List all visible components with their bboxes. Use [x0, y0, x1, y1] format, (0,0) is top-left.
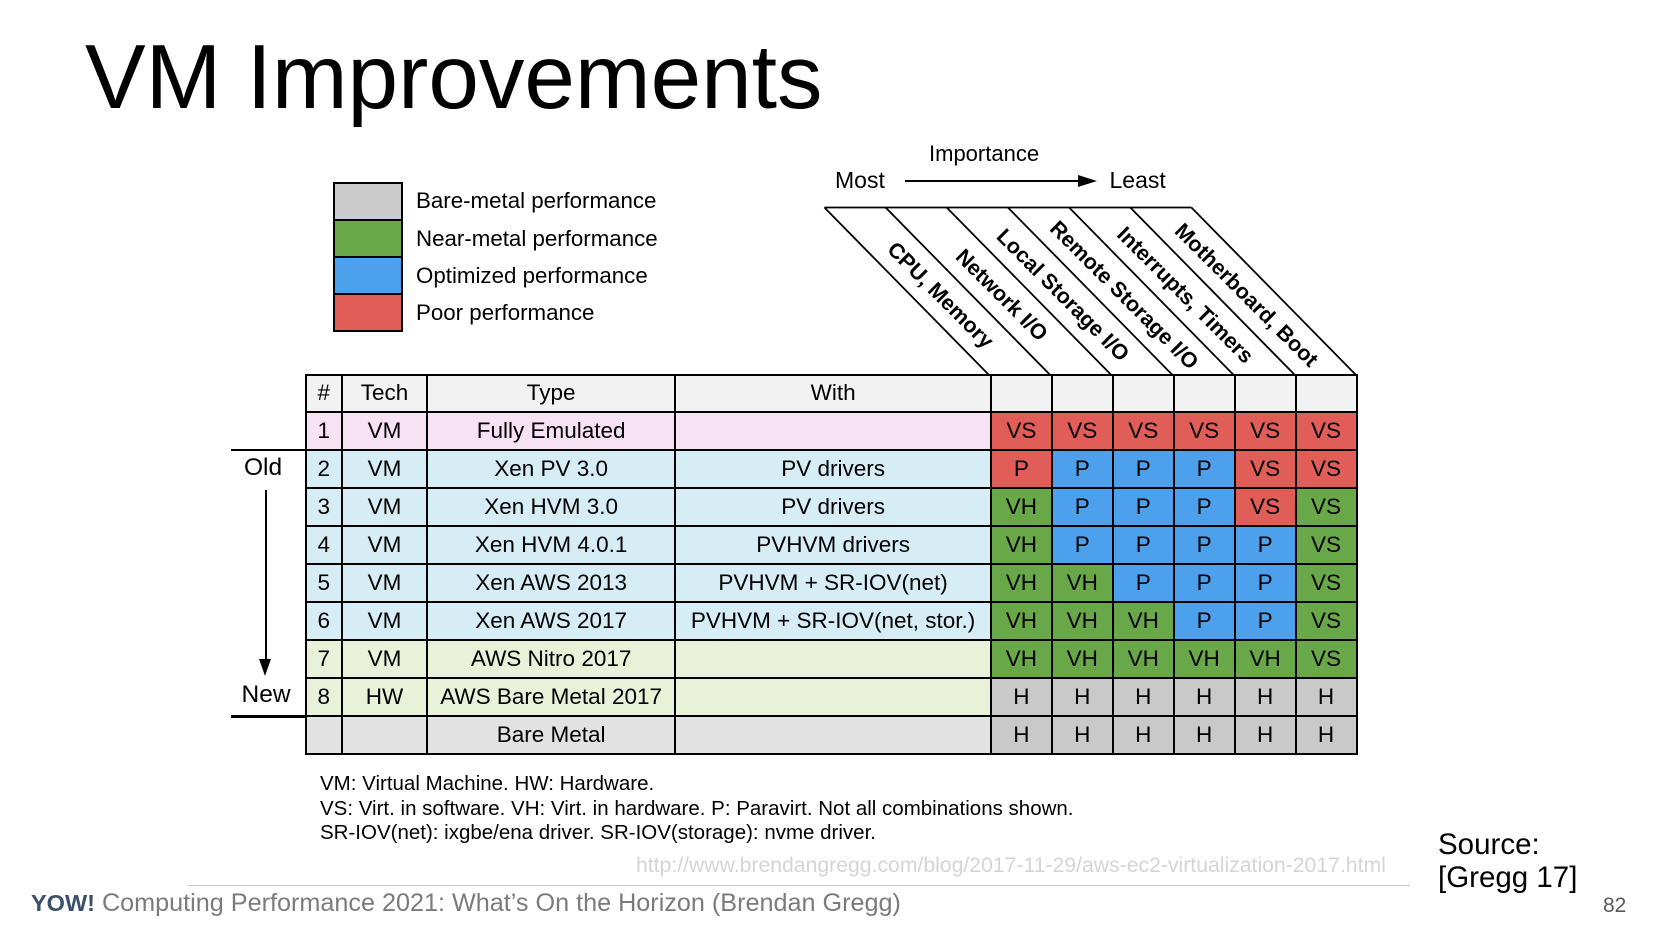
svg-text:CPU, Memory: CPU, Memory [883, 237, 999, 353]
